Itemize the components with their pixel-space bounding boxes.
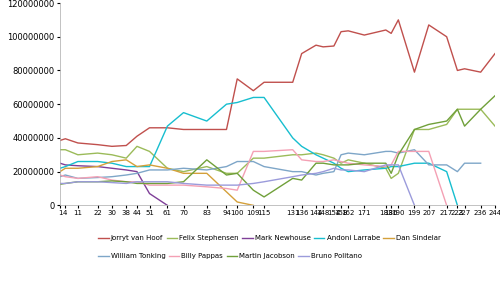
Legend: William Tonking, Billy Pappas, Martin Jacobson, Bruno Politano: William Tonking, Billy Pappas, Martin Ja…	[98, 253, 362, 259]
